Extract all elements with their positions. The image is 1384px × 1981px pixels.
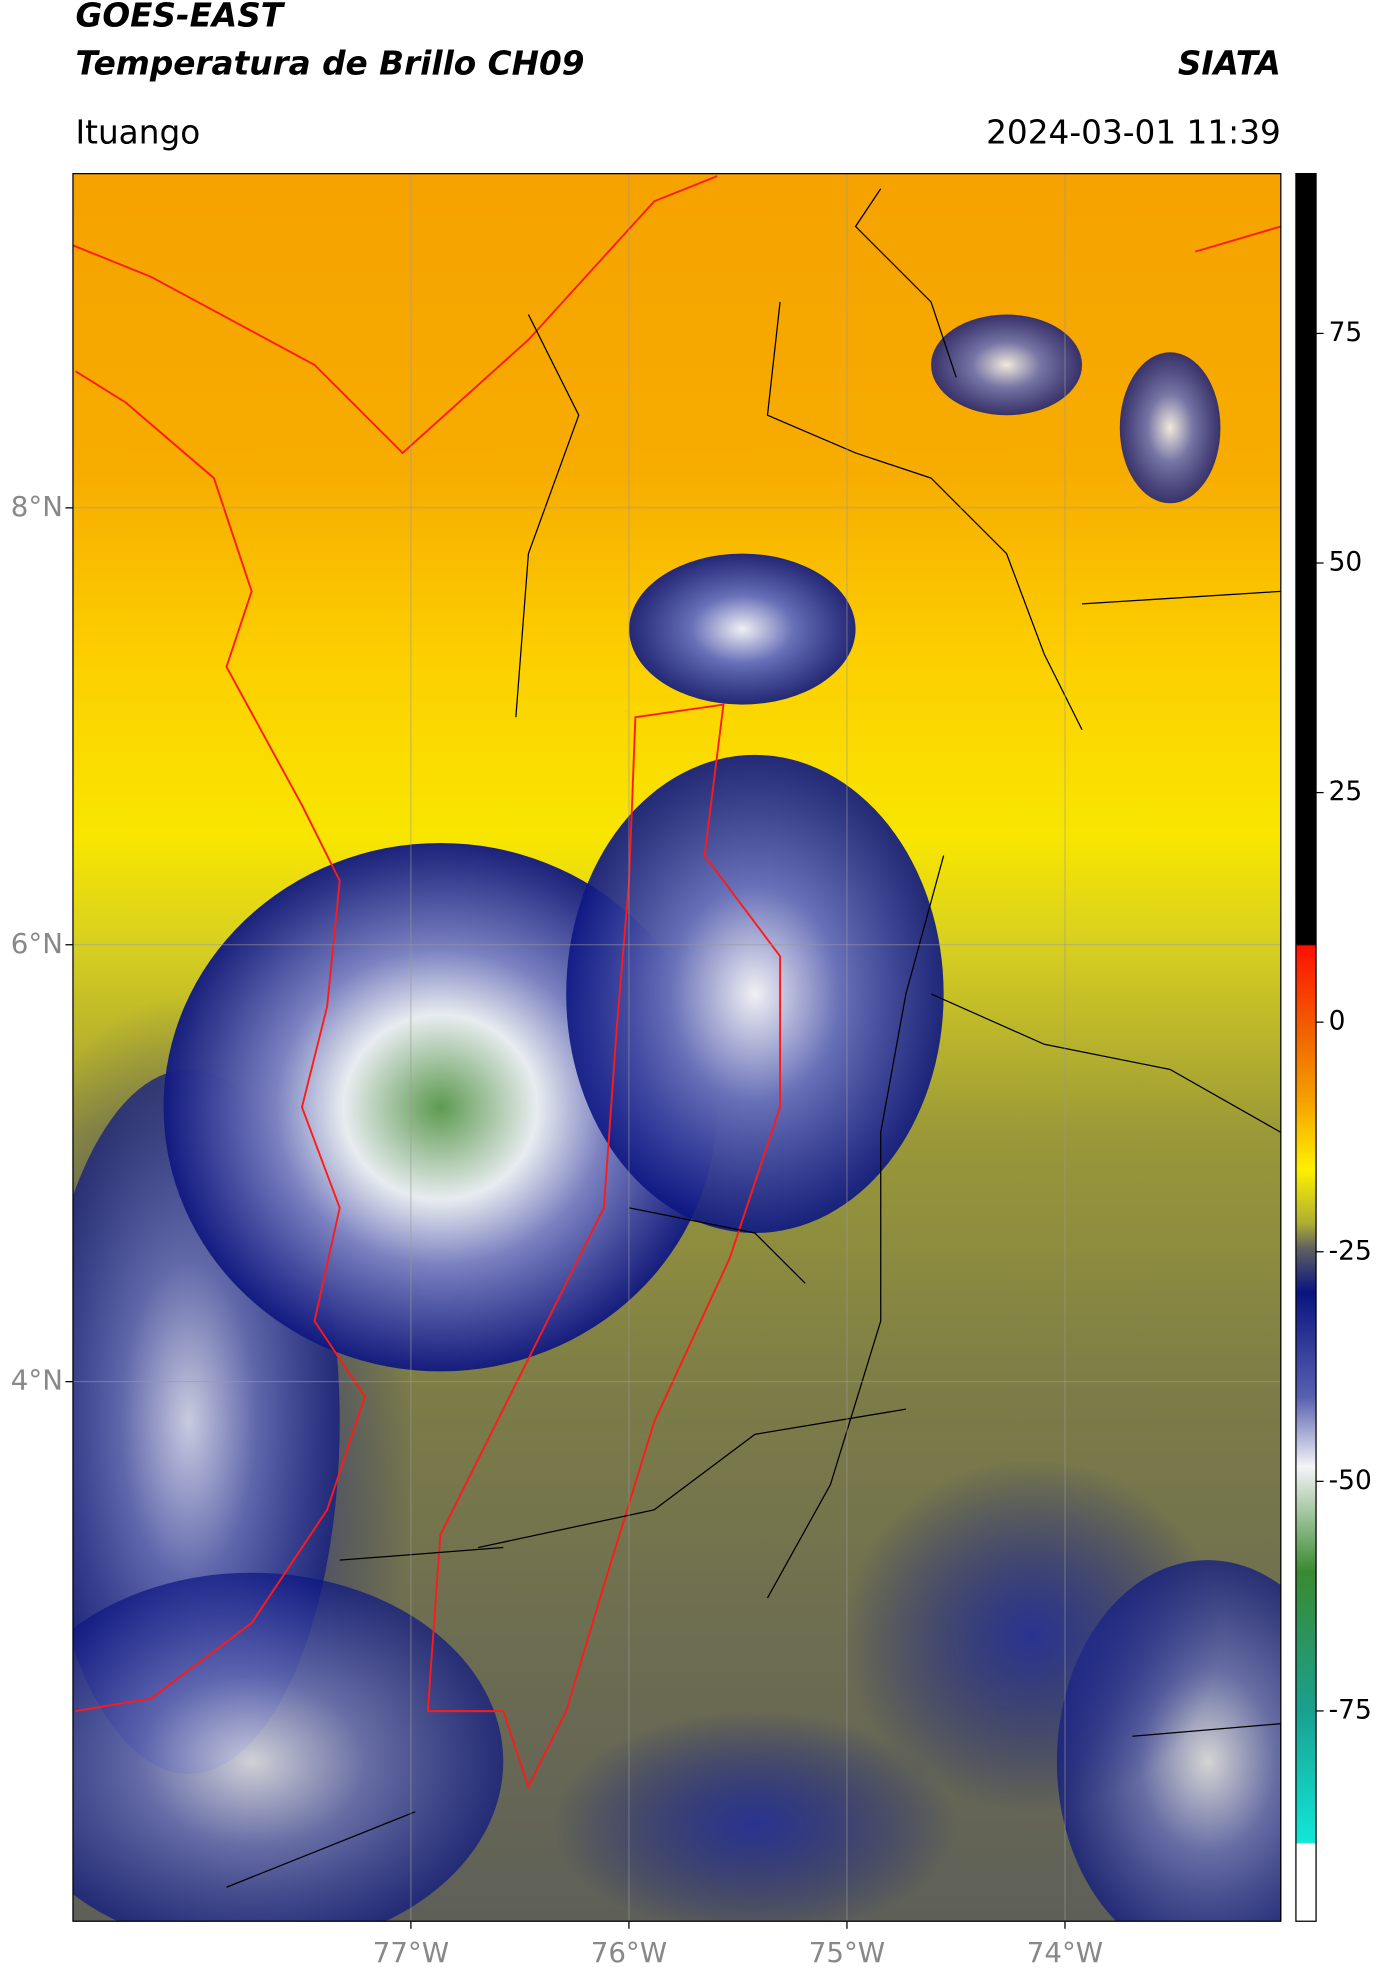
colorbar-tick-label: 25 <box>1329 776 1363 807</box>
timestamp: 2024-03-01 11:39 <box>986 114 1281 152</box>
y-tick-label: 6°N <box>11 927 63 960</box>
location: Ituango <box>75 114 200 152</box>
title: GOES-EAST <box>75 0 285 35</box>
colorbar-tick-label: -75 <box>1329 1694 1372 1725</box>
map-frame <box>72 172 1282 1922</box>
colorbar-tick-label: 0 <box>1329 1006 1346 1037</box>
colorbar-tick-label: -25 <box>1329 1235 1372 1266</box>
y-tick-label: 4°N <box>11 1364 63 1397</box>
colorbar-tick-label: -50 <box>1329 1465 1372 1496</box>
y-tick-label: 8°N <box>11 490 63 523</box>
source: SIATA <box>1178 44 1281 82</box>
x-tick-label: 77°W <box>373 1936 449 1969</box>
x-tick-label: 74°W <box>1027 1936 1103 1969</box>
colorbar-tick-label: 50 <box>1329 547 1363 578</box>
x-tick-label: 75°W <box>809 1936 885 1969</box>
subtitle: Temperatura de Brillo CH09 <box>75 44 584 82</box>
map-image <box>72 173 1281 1922</box>
colorbar <box>1295 172 1317 1922</box>
colorbar-tick-label: 75 <box>1329 317 1363 348</box>
x-tick-label: 76°W <box>591 1936 667 1969</box>
